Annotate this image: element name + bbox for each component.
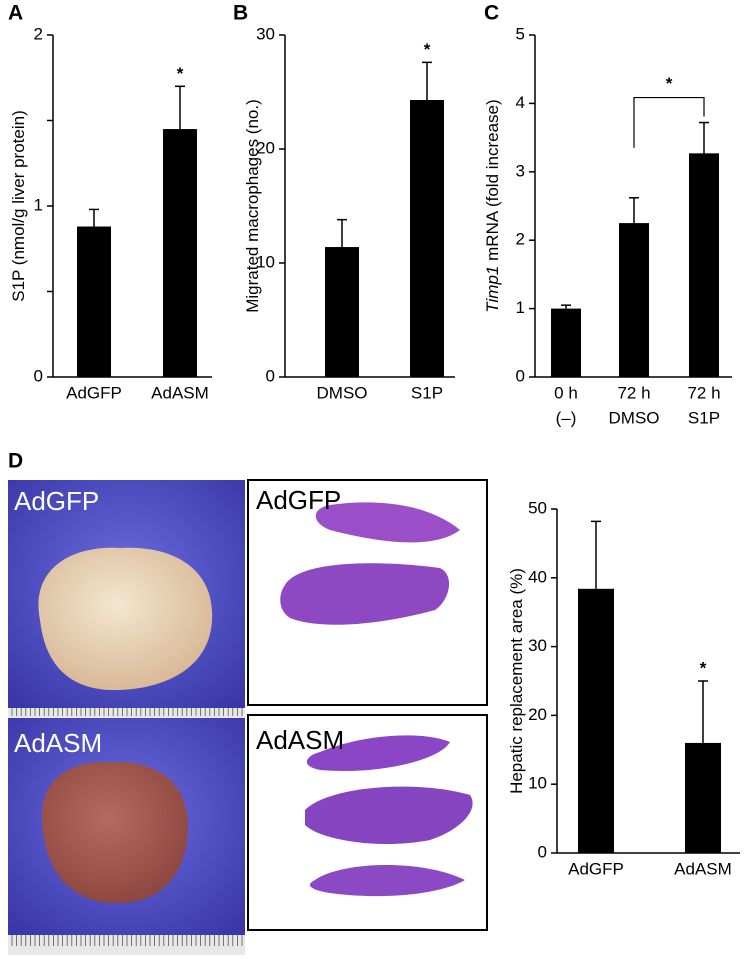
x-tick-label: DMSO <box>317 383 368 402</box>
x-tick-label: 72 h <box>687 383 720 402</box>
y-tick-label: 0 <box>34 366 43 385</box>
significance-mark: * <box>700 658 707 677</box>
x-tick-label: AdGFP <box>66 383 122 402</box>
x-tick-sublabel: DMSO <box>609 408 660 427</box>
y-tick-label: 0 <box>538 842 547 861</box>
significance-mark: * <box>666 74 673 93</box>
y-tick-label: 50 <box>528 498 547 517</box>
bar <box>685 742 721 853</box>
x-tick-sublabel: S1P <box>688 408 720 427</box>
panel-label: B <box>233 2 248 25</box>
y-axis-label-text: Hepatic replacement area (%) <box>507 568 526 794</box>
bar <box>619 223 649 377</box>
significance-bracket <box>633 96 705 148</box>
tissue-slice <box>315 502 460 543</box>
y-axis-label-italic: Timp1 <box>483 266 502 313</box>
bar <box>325 247 359 377</box>
y-tick-label: 40 <box>528 567 547 586</box>
photo-label: AdGFP <box>14 486 99 516</box>
panel-label: C <box>484 2 499 25</box>
bar <box>77 226 111 377</box>
photo-label: AdGFP <box>256 485 341 515</box>
y-tick-label: 0 <box>266 366 275 385</box>
x-tick-label: 72 h <box>617 383 650 402</box>
photo-label: AdASM <box>256 725 344 755</box>
y-tick-label: 1 <box>516 298 525 317</box>
y-tick-label: 2 <box>516 230 525 249</box>
significance-mark: * <box>424 40 431 59</box>
y-axis-label: S1P (nmol/g liver protein) <box>9 110 28 302</box>
tissue-slice <box>280 563 450 625</box>
bar <box>578 588 614 853</box>
tissue-slice <box>306 735 450 771</box>
x-tick-label: AdGFP <box>568 859 624 878</box>
y-tick-label: 0 <box>516 366 525 385</box>
y-tick-label: 30 <box>256 24 275 43</box>
tissue-slice <box>305 786 473 845</box>
y-tick-label: 3 <box>516 161 525 180</box>
y-tick-label: 30 <box>528 636 547 655</box>
bar <box>410 99 444 377</box>
x-tick-label: AdASM <box>674 859 732 878</box>
y-tick-label: 5 <box>516 24 525 43</box>
y-axis-label: Hepatic replacement area (%) <box>507 568 526 794</box>
bar <box>551 308 581 377</box>
y-tick-label: 1 <box>34 195 43 214</box>
y-tick-label: 10 <box>256 252 275 271</box>
y-tick-label: 4 <box>516 93 525 112</box>
y-tick-label: 2 <box>34 24 43 43</box>
y-axis-label: Timp1 mRNA (fold increase) <box>483 99 502 312</box>
tissue-slice <box>310 864 465 897</box>
y-axis-label-text: S1P (nmol/g liver protein) <box>9 110 28 302</box>
photo-label: AdASM <box>14 728 102 758</box>
ruler <box>8 708 245 718</box>
significance-mark: * <box>177 64 184 83</box>
y-tick-label: 10 <box>528 774 547 793</box>
y-axis-label-text: Migrated macrophages (no.) <box>243 99 262 313</box>
x-tick-label: S1P <box>411 383 443 402</box>
y-axis-label-text: mRNA (fold increase) <box>483 99 502 261</box>
bar <box>163 129 197 377</box>
x-tick-label: 0 h <box>554 383 578 402</box>
x-tick-label: AdASM <box>151 383 209 402</box>
x-tick-sublabel: (–) <box>556 408 577 427</box>
y-axis-label: Migrated macrophages (no.) <box>243 99 262 313</box>
bar <box>689 153 719 377</box>
panel-label: A <box>8 2 23 25</box>
y-tick-label: 20 <box>528 705 547 724</box>
panel-label: D <box>8 450 23 473</box>
tissue <box>38 547 213 691</box>
y-tick-label: 20 <box>256 138 275 157</box>
tissue <box>41 761 189 904</box>
